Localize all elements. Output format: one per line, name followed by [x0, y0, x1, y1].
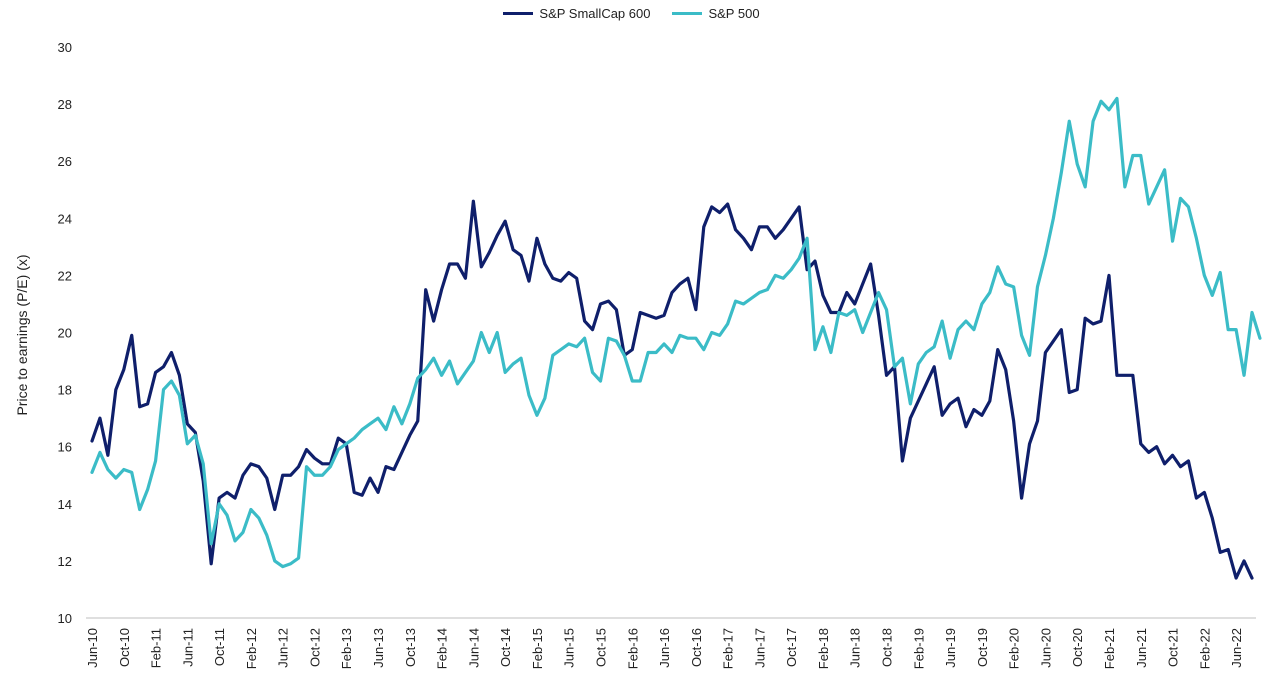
- y-tick-label: 18: [58, 383, 72, 398]
- y-tick-label: 10: [58, 611, 72, 626]
- x-tick-label: Jun-17: [752, 628, 767, 668]
- x-tick-label: Jun-19: [943, 628, 958, 668]
- x-tick-label: Jun-11: [180, 628, 195, 667]
- x-tick-label: Oct-18: [880, 628, 895, 667]
- y-tick-label: 22: [58, 268, 72, 283]
- y-tick-label: 12: [58, 554, 72, 569]
- y-tick-label: 14: [58, 497, 72, 512]
- legend-label-smallcap: S&P SmallCap 600: [539, 6, 651, 21]
- x-tick-label: Feb-20: [1007, 628, 1022, 669]
- series-line-smallcap600: [90, 199, 1254, 580]
- x-tick-label: Jun-16: [657, 628, 672, 668]
- x-tick-label: Oct-11: [212, 628, 227, 666]
- y-tick-label: 30: [58, 40, 72, 55]
- x-tick-label: Jun-21: [1134, 628, 1149, 668]
- x-tick-label: Oct-10: [117, 628, 132, 667]
- legend-item-smallcap: S&P SmallCap 600: [503, 6, 650, 21]
- x-tick-label: Jun-13: [371, 628, 386, 668]
- y-tick-label: 16: [58, 440, 72, 455]
- x-tick-label: Oct-12: [307, 628, 322, 667]
- legend-item-sp500: S&P 500: [672, 6, 760, 21]
- x-tick-label: Jun-12: [276, 628, 291, 668]
- legend-swatch-smallcap: [503, 12, 534, 15]
- x-tick-label: Feb-21: [1102, 628, 1117, 669]
- x-tick-label: Feb-22: [1197, 628, 1212, 669]
- legend-label-sp500: S&P 500: [708, 6, 760, 21]
- x-tick-label: Jun-22: [1229, 628, 1244, 668]
- y-tick-label: 24: [58, 211, 72, 226]
- x-tick-label: Jun-15: [562, 628, 577, 668]
- x-tick-label: Oct-15: [593, 628, 608, 667]
- x-tick-label: Jun-20: [1038, 628, 1053, 668]
- y-tick-label: 26: [58, 154, 72, 169]
- x-tick-label: Feb-19: [911, 628, 926, 669]
- x-tick-label: Feb-16: [625, 628, 640, 669]
- x-tick-label: Feb-17: [721, 628, 736, 669]
- legend-swatch-sp500: [672, 12, 703, 15]
- x-tick-label: Oct-20: [1070, 628, 1085, 667]
- x-tick-label: Oct-16: [689, 628, 704, 667]
- x-tick-label: Jun-14: [466, 628, 481, 668]
- x-tick-label: Jun-10: [85, 628, 100, 668]
- x-tick-label: Oct-14: [498, 628, 513, 667]
- x-tick-label: Oct-13: [403, 628, 418, 667]
- x-tick-label: Feb-14: [435, 628, 450, 669]
- y-tick-label: 20: [58, 326, 72, 341]
- x-tick-label: Feb-15: [530, 628, 545, 669]
- x-tick-label: Feb-13: [339, 628, 354, 669]
- x-tick-label: Oct-21: [1166, 628, 1181, 667]
- x-tick-label: Feb-11: [149, 628, 164, 668]
- x-tick-label: Feb-12: [244, 628, 259, 669]
- legend: S&P SmallCap 600 S&P 500: [0, 6, 1263, 21]
- x-tick-label: Oct-19: [975, 628, 990, 667]
- series-line-sp500: [90, 96, 1262, 569]
- x-tick-label: Jun-18: [848, 628, 863, 668]
- y-tick-label: 28: [58, 97, 72, 112]
- x-tick-label: Oct-17: [784, 628, 799, 667]
- x-tick-label: Feb-18: [816, 628, 831, 669]
